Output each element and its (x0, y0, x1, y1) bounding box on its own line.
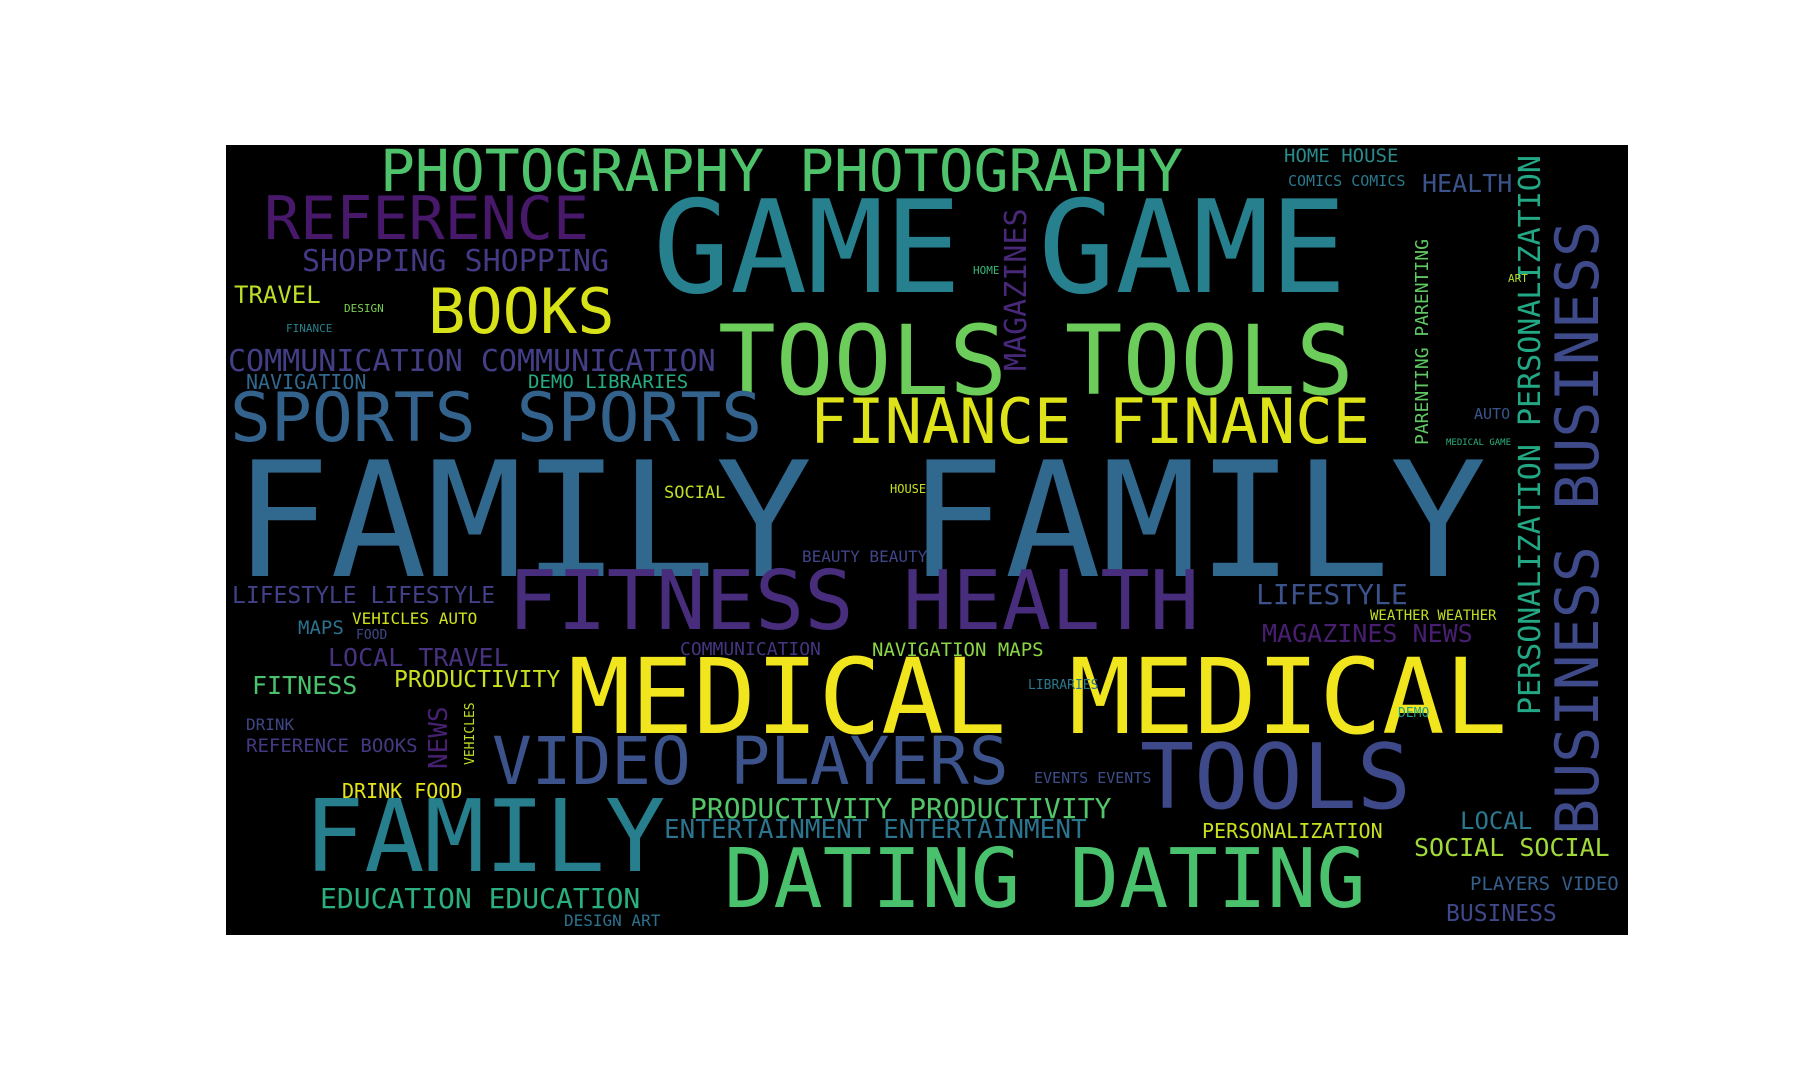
word-game-game: GAME GAME (653, 174, 1347, 323)
word-reference-books: REFERENCE BOOKS (246, 735, 418, 757)
word-local: LOCAL (1460, 807, 1533, 835)
word-business-business: BUSINESS BUSINESS (1543, 220, 1613, 835)
word-finance-finance: FINANCE FINANCE (810, 385, 1370, 458)
word-auto: AUTO (1474, 405, 1511, 423)
word-personalization-personalization: PERSONALIZATION PERSONALIZATION (1513, 155, 1548, 715)
word-communication-communication: COMMUNICATION COMMUNICATION (228, 344, 716, 379)
word-cloud-canvas: PHOTOGRAPHY PHOTOGRAPHY HOME HOUSE COMIC… (226, 145, 1628, 935)
word-fitness-health: FITNESS HEALTH (508, 554, 1200, 649)
word-family: FAMILY (304, 778, 666, 895)
word-events-events: EVENTS EVENTS (1034, 769, 1152, 787)
word-news-vertical: NEWS (424, 706, 454, 769)
word-business: BUSINESS (1446, 901, 1557, 927)
word-medical-game: MEDICAL GAME (1446, 438, 1512, 448)
word-social-small: SOCIAL (664, 483, 726, 503)
word-lifestyle: LIFESTYLE (1256, 578, 1408, 611)
word-navigation-maps: NAVIGATION MAPS (872, 639, 1044, 661)
word-reference: REFERENCE (264, 184, 590, 254)
word-entertainment-entertainment: ENTERTAINMENT ENTERTAINMENT (664, 815, 1087, 845)
word-house: HOUSE (890, 482, 927, 496)
word-demo: DEMO (1398, 706, 1430, 721)
word-home: HOME (973, 264, 1000, 277)
word-books: BOOKS (428, 275, 615, 348)
word-sports-sports: SPORTS SPORTS (230, 379, 763, 458)
word-productivity-productivity: PRODUCTIVITY PRODUCTIVITY (690, 792, 1112, 825)
word-medical-medical: MEDICAL MEDICAL (568, 636, 1508, 758)
word-parenting-parenting: PARENTING PARENTING (1412, 239, 1433, 445)
word-tools-tools: TOOLS TOOLS (718, 305, 1354, 417)
word-home-house: HOME HOUSE (1284, 145, 1399, 167)
word-video-players: VIDEO PLAYERS (492, 723, 1009, 800)
word-food: FOOD (356, 628, 388, 643)
word-demo-libraries: DEMO LIBRARIES (528, 371, 689, 393)
word-magazines-news: MAGAZINES NEWS (1262, 619, 1473, 648)
word-drink-food: DRINK FOOD (342, 779, 463, 803)
word-dating-dating: DATING DATING (724, 832, 1366, 927)
word-education-education: EDUCATION EDUCATION (320, 882, 641, 915)
word-shopping-shopping: SHOPPING SHOPPING (302, 244, 610, 279)
word-maps: MAPS (298, 617, 344, 639)
word-art: ART (1508, 272, 1528, 285)
word-personalization: PERSONALIZATION (1202, 819, 1383, 843)
word-drink: DRINK (246, 715, 295, 734)
word-comics-comics: COMICS COMICS (1288, 172, 1406, 190)
word-fitness: FITNESS (252, 671, 358, 700)
word-tools: TOOLS (1140, 725, 1411, 830)
word-players-video: PLAYERS VIDEO (1470, 873, 1619, 895)
word-finance-small: FINANCE (286, 322, 333, 335)
word-design-art: DESIGN ART (564, 911, 661, 930)
word-vehicles-vertical: VEHICLES (463, 702, 478, 765)
word-design: DESIGN (344, 302, 384, 315)
word-navigation: NAVIGATION (246, 370, 367, 394)
word-health-small: HEALTH (1422, 169, 1513, 198)
word-family-family: FAMILY FAMILY (234, 427, 1487, 614)
word-social-social: SOCIAL SOCIAL (1414, 833, 1610, 862)
word-photography-photography: PHOTOGRAPHY PHOTOGRAPHY (380, 145, 1184, 205)
word-weather-weather: WEATHER WEATHER (1370, 608, 1497, 624)
word-libraries: LIBRARIES (1028, 678, 1099, 693)
word-lifestyle-lifestyle: LIFESTYLE LIFESTYLE (232, 583, 496, 609)
word-local-travel: LOCAL TRAVEL (328, 643, 509, 672)
word-beauty-beauty: BEAUTY BEAUTY (802, 547, 928, 566)
word-productivity: PRODUCTIVITY (394, 667, 561, 693)
word-communication: COMMUNICATION (680, 639, 821, 660)
word-vehicles-auto: VEHICLES AUTO (352, 609, 478, 628)
word-travel: TRAVEL (234, 281, 321, 309)
